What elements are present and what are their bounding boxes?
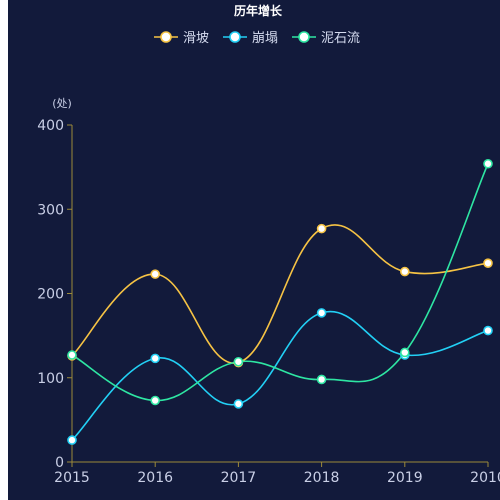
series-line-1 bbox=[71, 224, 489, 364]
data-point[interactable] bbox=[150, 269, 160, 279]
data-point[interactable] bbox=[399, 266, 410, 277]
chart-title: 历年增长 bbox=[234, 3, 283, 18]
series-line-3 bbox=[71, 163, 489, 402]
legend-swatch-marker[interactable] bbox=[229, 31, 241, 43]
data-point[interactable] bbox=[67, 350, 77, 360]
legend-swatch-marker[interactable] bbox=[160, 31, 172, 43]
x-tick-label: 2015 bbox=[54, 470, 90, 486]
data-point[interactable] bbox=[399, 347, 410, 358]
x-tick-label: 2019 bbox=[387, 470, 423, 486]
legend-label[interactable]: 泥石流 bbox=[321, 31, 360, 46]
y-tick-label: 0 bbox=[55, 455, 64, 471]
x-tick-label: 2010 bbox=[470, 470, 500, 486]
legend: 滑坡 崩塌 泥石流 bbox=[154, 31, 360, 46]
data-point[interactable] bbox=[150, 395, 160, 406]
data-point[interactable] bbox=[67, 435, 77, 445]
x-tick-label: 2017 bbox=[221, 470, 257, 486]
data-point[interactable] bbox=[233, 356, 244, 367]
y-axis-unit: (处) bbox=[52, 97, 72, 110]
y-tick-label: 100 bbox=[37, 371, 64, 387]
y-tick-label: 200 bbox=[37, 287, 64, 303]
series-points bbox=[67, 158, 493, 445]
y-tick-label: 300 bbox=[37, 202, 64, 218]
data-point[interactable] bbox=[483, 325, 493, 336]
y-tick-label: 400 bbox=[37, 118, 64, 134]
legend-label[interactable]: 崩塌 bbox=[252, 31, 278, 46]
x-tick-label: 2016 bbox=[137, 470, 173, 486]
data-point[interactable] bbox=[316, 374, 327, 385]
data-point[interactable] bbox=[233, 399, 244, 409]
data-point[interactable] bbox=[483, 258, 493, 268]
data-point[interactable] bbox=[316, 223, 327, 234]
series-lines bbox=[71, 163, 489, 441]
data-point[interactable] bbox=[316, 308, 327, 318]
data-point[interactable] bbox=[150, 353, 160, 364]
series-line-2 bbox=[71, 310, 489, 441]
legend-label[interactable]: 滑坡 bbox=[183, 31, 209, 46]
legend-swatch-marker[interactable] bbox=[298, 31, 310, 43]
data-point[interactable] bbox=[483, 158, 493, 169]
x-tick-label: 2018 bbox=[304, 470, 340, 486]
axes: 0 100 200 300 400 2015 2016 2017 2018 2019 2010 bbox=[37, 118, 500, 486]
